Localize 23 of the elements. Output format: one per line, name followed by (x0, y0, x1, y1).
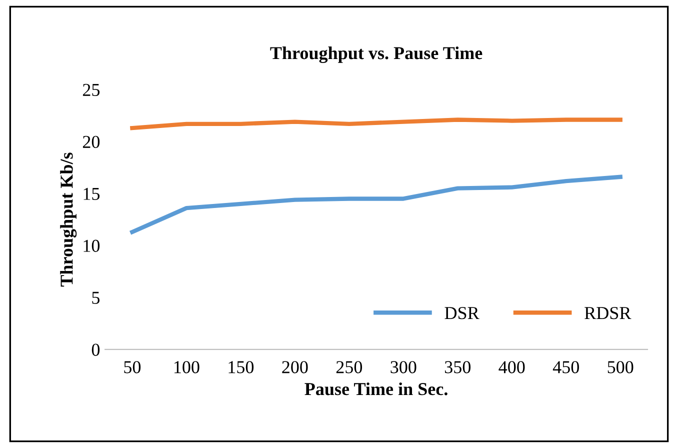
x-tick-label: 100 (174, 361, 200, 374)
y-tick-label: 0 (92, 344, 100, 356)
x-tick-label: 200 (282, 361, 308, 374)
x-tick-label: 450 (552, 361, 579, 374)
x-axis-title: Pause Time in Sec. (304, 382, 448, 396)
y-tick-label: 5 (92, 292, 100, 304)
x-tick-label: 250 (336, 361, 362, 374)
x-tick-label: 50 (124, 361, 141, 374)
line-series (130, 174, 622, 234)
x-tick-label: 400 (498, 361, 525, 374)
legend-label: RDSR (584, 306, 632, 320)
legend-label: DSR (444, 306, 480, 320)
line-series (130, 118, 622, 130)
chart-title: Throughput vs. Pause Time (270, 46, 482, 64)
x-tick-label: 150 (228, 361, 254, 374)
y-tick-label: 25 (82, 84, 100, 96)
x-tick-label: 300 (390, 361, 416, 374)
x-tick-label: 500 (608, 361, 634, 374)
y-tick-label: 10 (84, 240, 100, 252)
x-tick-label: 350 (444, 361, 471, 374)
y-tick-label: 15 (84, 188, 100, 200)
y-axis-title: Throughput Kb/s (60, 152, 77, 287)
y-tick-label: 20 (82, 136, 100, 148)
